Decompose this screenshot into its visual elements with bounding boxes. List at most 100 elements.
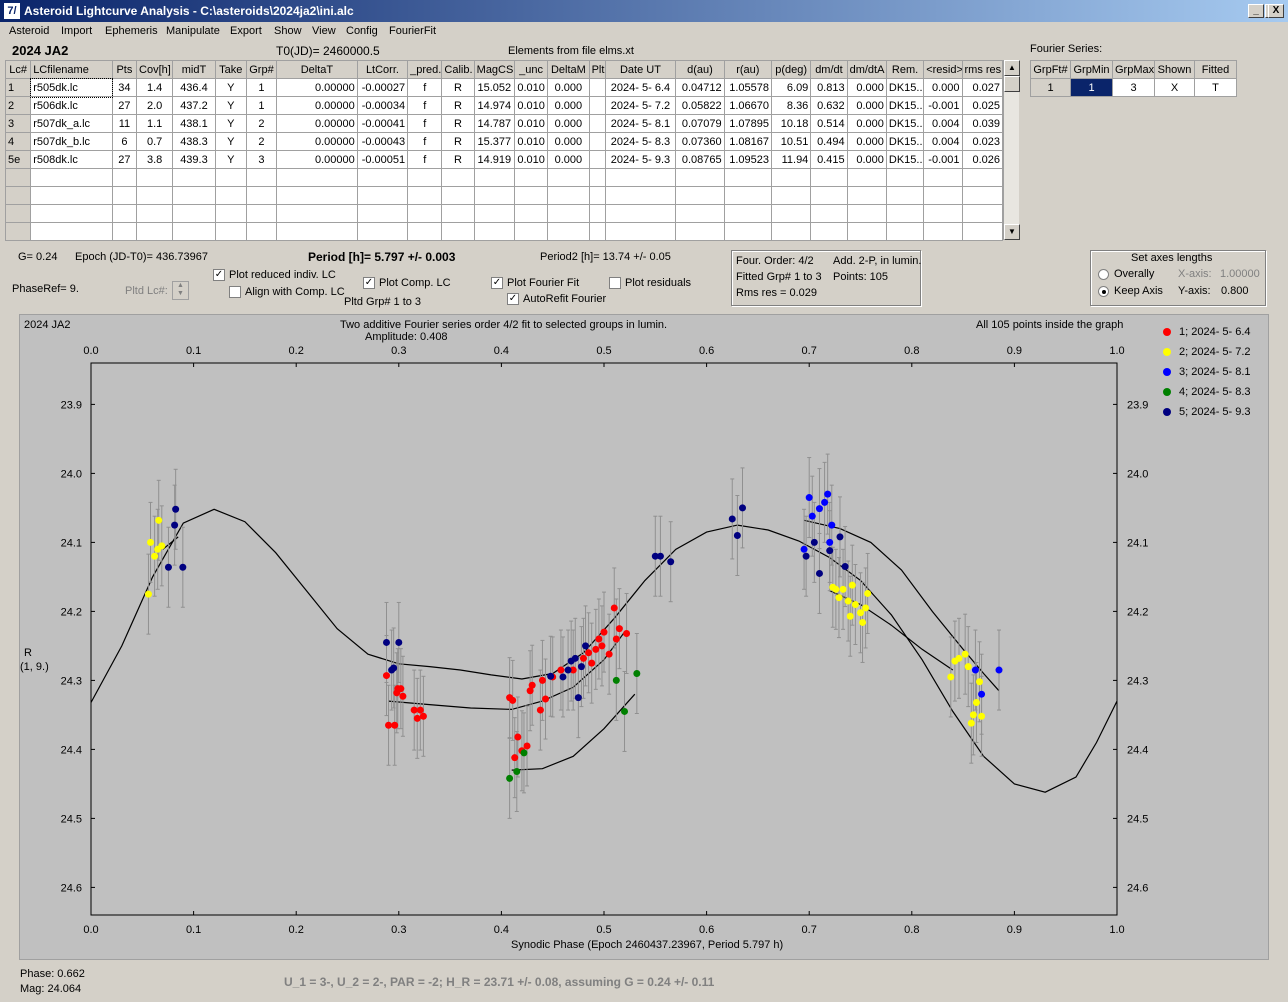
table-cell[interactable]: 2024- 5- 8.3 bbox=[604, 132, 677, 151]
table-cell[interactable] bbox=[923, 222, 963, 241]
scroll-up-icon[interactable]: ▲ bbox=[1004, 60, 1020, 76]
menu-show[interactable]: Show bbox=[274, 25, 302, 37]
table-row[interactable]: 5e r508dk.lc 27 3.8 439.3 Y 3 0.00000 -0.00051 f R… bbox=[4, 150, 1003, 169]
table-cell[interactable]: 438.1 bbox=[172, 114, 216, 133]
row-header[interactable]: 4 bbox=[4, 132, 32, 151]
table-cell[interactable]: 0.027 bbox=[961, 78, 1003, 97]
row-header[interactable] bbox=[4, 204, 32, 223]
table-cell[interactable]: 0.415 bbox=[810, 150, 848, 169]
plot-fourier-checkbox[interactable]: ✓ Plot Fourier Fit bbox=[491, 277, 579, 290]
col-header[interactable]: rms res bbox=[961, 60, 1003, 79]
autorefit-checkbox[interactable]: ✓ AutoRefit Fourier bbox=[507, 293, 606, 306]
table-cell[interactable]: 0.00000 bbox=[276, 132, 358, 151]
col-header[interactable]: Rem. bbox=[885, 60, 925, 79]
table-cell[interactable]: 2 bbox=[245, 132, 278, 151]
col-header[interactable]: r(au) bbox=[723, 60, 773, 79]
x-axis-value[interactable]: 1.00000 bbox=[1220, 268, 1260, 280]
menu-asteroid[interactable]: Asteroid bbox=[9, 25, 50, 37]
table-cell[interactable]: 1.4 bbox=[136, 78, 174, 97]
row-header[interactable]: 5e bbox=[4, 150, 32, 169]
table-row[interactable]: 3 r507dk_a.lc 11 1.1 438.1 Y 2 0.00000 -0.00041 f… bbox=[4, 114, 1003, 133]
table-cell[interactable]: DK15.. bbox=[885, 78, 925, 97]
row-header[interactable] bbox=[4, 168, 32, 187]
keep-axis-radio[interactable]: Keep Axis bbox=[1098, 285, 1163, 297]
table-cell[interactable]: Y bbox=[214, 114, 247, 133]
col-header[interactable]: p(deg) bbox=[770, 60, 812, 79]
table-cell[interactable]: 8.36 bbox=[770, 96, 812, 115]
menu-fourierfit[interactable]: FourierFit bbox=[389, 25, 437, 37]
row-header[interactable]: 1 bbox=[4, 78, 32, 97]
table-cell[interactable]: 1.09523 bbox=[723, 150, 773, 169]
table-cell[interactable] bbox=[513, 222, 549, 241]
col-header[interactable]: Grp# bbox=[245, 60, 278, 79]
col-header[interactable]: _pred. bbox=[407, 60, 443, 79]
table-cell[interactable]: 0.00000 bbox=[276, 114, 358, 133]
col-header[interactable]: DeltaT bbox=[276, 60, 358, 79]
scroll-down-icon[interactable]: ▼ bbox=[1004, 224, 1020, 240]
fourier-cell[interactable]: 1 bbox=[1030, 78, 1071, 97]
table-cell[interactable] bbox=[588, 222, 606, 241]
minimize-button[interactable]: _ bbox=[1248, 4, 1264, 18]
table-cell[interactable]: 1.1 bbox=[136, 114, 174, 133]
col-header[interactable]: dm/dtA bbox=[846, 60, 887, 79]
table-cell[interactable] bbox=[214, 222, 247, 241]
table-cell[interactable] bbox=[770, 222, 812, 241]
table-cell[interactable]: 0.494 bbox=[810, 132, 848, 151]
table-cell[interactable]: 0.000 bbox=[923, 78, 963, 97]
table-cell[interactable] bbox=[961, 222, 1003, 241]
table-cell[interactable]: 0.010 bbox=[513, 96, 549, 115]
col-header[interactable]: Plt bbox=[588, 60, 606, 79]
align-checkbox[interactable]: Align with Comp. LC bbox=[229, 286, 345, 299]
table-cell[interactable]: r506dk.lc bbox=[30, 96, 113, 115]
col-header[interactable]: Pts bbox=[111, 60, 138, 79]
menu-view[interactable]: View bbox=[312, 25, 336, 37]
col-header[interactable]: midT bbox=[172, 60, 216, 79]
table-cell[interactable]: 0.000 bbox=[846, 114, 887, 133]
col-header[interactable]: dm/dt bbox=[810, 60, 848, 79]
table-cell[interactable] bbox=[547, 222, 590, 241]
table-cell[interactable] bbox=[245, 222, 278, 241]
menu-config[interactable]: Config bbox=[346, 25, 378, 37]
table-row[interactable]: 4 r507dk_b.lc 6 0.7 438.3 Y 2 0.00000 -0.00043 f R… bbox=[4, 132, 1003, 151]
row-header[interactable] bbox=[4, 186, 32, 205]
col-header[interactable]: DeltaM bbox=[547, 60, 590, 79]
close-button[interactable]: X bbox=[1268, 4, 1284, 18]
col-header[interactable]: MagCS bbox=[473, 60, 515, 79]
table-row-empty[interactable] bbox=[4, 222, 1003, 241]
fourier-cell[interactable]: T bbox=[1194, 78, 1237, 97]
table-cell[interactable]: 0.010 bbox=[513, 78, 549, 97]
table-cell[interactable] bbox=[885, 222, 925, 241]
menu-manipulate[interactable]: Manipulate bbox=[166, 25, 220, 37]
table-cell[interactable]: 0.023 bbox=[961, 132, 1003, 151]
table-cell[interactable]: 0.004 bbox=[923, 132, 963, 151]
menu-export[interactable]: Export bbox=[230, 25, 262, 37]
overally-radio[interactable]: Overally bbox=[1098, 268, 1154, 280]
pltd-lc-spinner[interactable]: ▲ ▼ bbox=[172, 281, 189, 300]
table-scrollbar[interactable]: ▲ ▼ bbox=[1003, 60, 1020, 240]
table-cell[interactable]: DK15.. bbox=[885, 150, 925, 169]
scroll-thumb[interactable] bbox=[1004, 76, 1020, 92]
plot-comp-checkbox[interactable]: ✓ Plot Comp. LC bbox=[363, 277, 451, 290]
col-header[interactable]: Take bbox=[214, 60, 247, 79]
plot-residuals-checkbox[interactable]: Plot residuals bbox=[609, 277, 691, 290]
table-cell[interactable]: 2024- 5- 9.3 bbox=[604, 150, 677, 169]
table-row-empty[interactable] bbox=[4, 168, 1003, 187]
row-header[interactable]: 2 bbox=[4, 96, 32, 115]
table-cell[interactable]: 0.632 bbox=[810, 96, 848, 115]
table-cell[interactable]: -0.00027 bbox=[356, 78, 409, 97]
col-header[interactable]: LCfilename bbox=[30, 60, 113, 79]
col-header[interactable]: Lc# bbox=[4, 60, 32, 79]
table-cell[interactable]: -0.00043 bbox=[356, 132, 409, 151]
table-cell[interactable]: 0.010 bbox=[513, 150, 549, 169]
table-cell[interactable]: 0.010 bbox=[513, 132, 549, 151]
table-cell[interactable]: 14.787 bbox=[473, 114, 515, 133]
menu-import[interactable]: Import bbox=[61, 25, 93, 37]
y-axis-value[interactable]: 0.800 bbox=[1221, 285, 1249, 297]
table-cell[interactable]: -0.001 bbox=[923, 150, 963, 169]
fourier-cell-selected[interactable]: 1 bbox=[1070, 78, 1113, 97]
col-header[interactable]: Cov[h] bbox=[136, 60, 174, 79]
table-cell[interactable]: -0.00034 bbox=[356, 96, 409, 115]
plot-reduced-checkbox[interactable]: ✓ Plot reduced indiv. LC bbox=[213, 269, 336, 282]
table-cell[interactable]: 0.08765 bbox=[675, 150, 725, 169]
table-cell[interactable]: Y bbox=[214, 96, 247, 115]
